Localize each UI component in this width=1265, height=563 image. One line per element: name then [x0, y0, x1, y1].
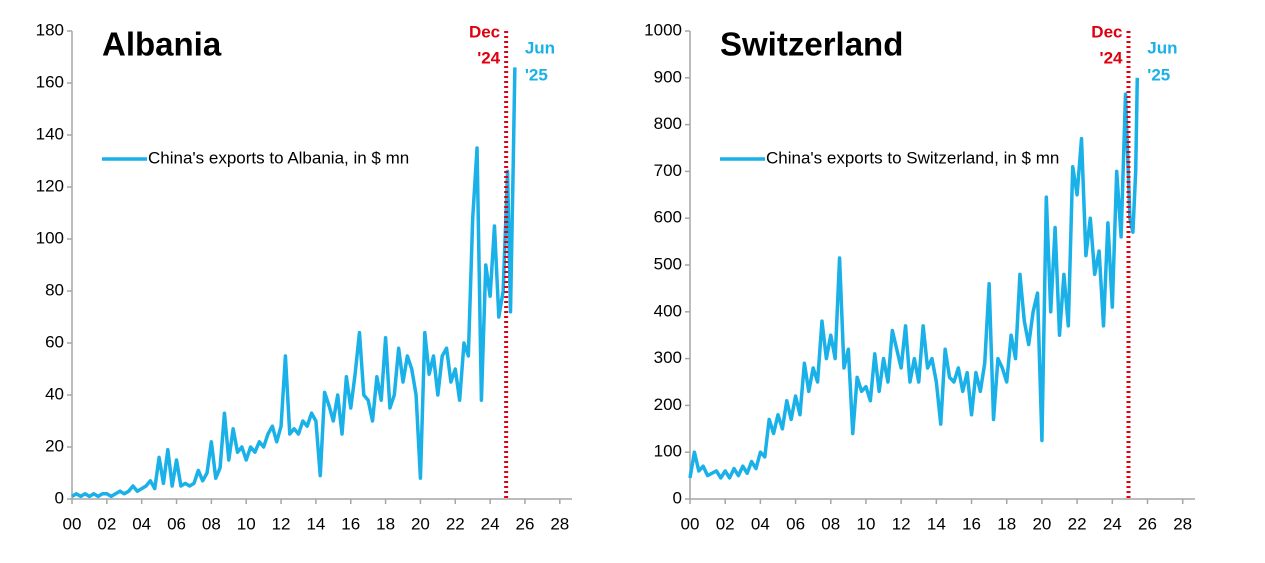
y-tick-label: 180	[36, 20, 64, 39]
x-tick-label: 20	[411, 514, 430, 533]
x-tick-label: 20	[1032, 514, 1051, 533]
x-tick-label: 24	[481, 514, 500, 533]
y-tick-label: 120	[36, 176, 64, 195]
y-tick-label: 600	[654, 208, 682, 227]
x-tick-label: 18	[997, 514, 1016, 533]
x-tick-label: 16	[341, 514, 360, 533]
x-tick-label: 08	[821, 514, 840, 533]
x-tick-label: 18	[376, 514, 395, 533]
x-tick-label: 28	[550, 514, 569, 533]
legend-label: China's exports to Switzerland, in $ mn	[766, 148, 1059, 167]
y-tick-label: 900	[654, 67, 682, 86]
x-tick-label: 14	[306, 514, 325, 533]
x-tick-label: 10	[856, 514, 875, 533]
y-tick-label: 800	[654, 114, 682, 133]
reference-label: '24	[477, 48, 500, 67]
reference-label: Dec	[1091, 22, 1122, 41]
end-label: '25	[1147, 65, 1170, 84]
end-label: Jun	[525, 38, 555, 57]
chart-title: Albania	[102, 26, 222, 63]
x-tick-label: 12	[272, 514, 291, 533]
x-tick-label: 04	[751, 514, 770, 533]
x-tick-label: 22	[1068, 514, 1087, 533]
end-label: Jun	[1147, 38, 1177, 57]
y-tick-label: 20	[45, 436, 64, 455]
chart-title: Switzerland	[720, 26, 903, 63]
x-tick-label: 10	[237, 514, 256, 533]
y-tick-label: 300	[654, 348, 682, 367]
x-tick-label: 02	[97, 514, 116, 533]
data-line	[688, 77, 1140, 480]
y-tick-label: 400	[654, 301, 682, 320]
x-tick-label: 24	[1103, 514, 1122, 533]
y-tick-label: 60	[45, 332, 64, 351]
y-tick-label: 700	[654, 161, 682, 180]
x-tick-label: 02	[716, 514, 735, 533]
reference-label: '24	[1100, 48, 1123, 67]
x-tick-label: 12	[892, 514, 911, 533]
y-tick-label: 0	[55, 488, 64, 507]
x-tick-label: 00	[63, 514, 82, 533]
end-label: '25	[525, 65, 548, 84]
x-tick-label: 22	[446, 514, 465, 533]
y-tick-label: 80	[45, 280, 64, 299]
y-tick-label: 1000	[644, 20, 682, 39]
legend-label: China's exports to Albania, in $ mn	[148, 148, 409, 167]
reference-label: Dec	[469, 22, 500, 41]
y-tick-label: 500	[654, 254, 682, 273]
y-tick-label: 160	[36, 72, 64, 91]
y-tick-label: 100	[36, 228, 64, 247]
data-line	[71, 67, 517, 499]
x-tick-label: 06	[786, 514, 805, 533]
y-tick-label: 100	[654, 442, 682, 461]
y-tick-label: 0	[673, 488, 682, 507]
y-tick-label: 200	[654, 395, 682, 414]
x-tick-label: 16	[962, 514, 981, 533]
y-tick-label: 140	[36, 124, 64, 143]
x-tick-label: 26	[1138, 514, 1157, 533]
x-tick-label: 14	[927, 514, 946, 533]
x-tick-label: 08	[202, 514, 221, 533]
x-tick-label: 28	[1173, 514, 1192, 533]
x-tick-label: 06	[167, 514, 186, 533]
x-tick-label: 26	[516, 514, 535, 533]
y-tick-label: 40	[45, 384, 64, 403]
x-tick-label: 00	[681, 514, 700, 533]
x-tick-label: 04	[132, 514, 151, 533]
